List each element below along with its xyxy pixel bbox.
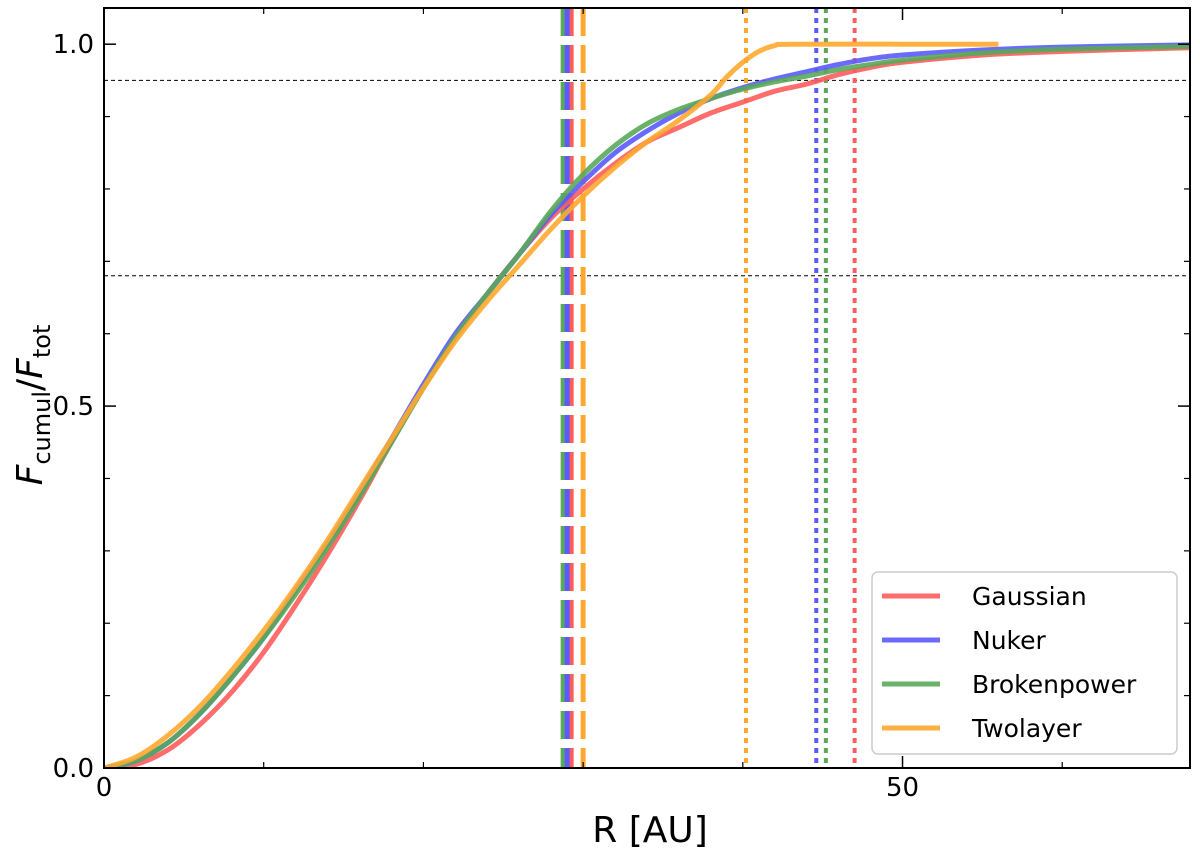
- legend-label-nuker: Nuker: [972, 626, 1047, 655]
- legend-label-brokenpower: Brokenpower: [972, 670, 1137, 699]
- legend-box: [871, 571, 1178, 755]
- x-axis-label: R [AU]: [592, 810, 708, 851]
- y-axis-label: Fcumul/Ftot: [10, 325, 56, 486]
- legend-label-twolayer: Twolayer: [971, 714, 1082, 743]
- series-line-brokenpower: [104, 43, 1190, 768]
- plot-area: [104, 8, 1190, 768]
- axes-frame: [103, 7, 1191, 769]
- y-tick-label-1: 0.5: [53, 392, 94, 422]
- x-tick-label-1: 50: [886, 773, 919, 803]
- series-line-gaussian: [104, 45, 1190, 768]
- legend: Gaussian Nuker Brokenpower Twolayer: [871, 571, 1178, 755]
- y-tick-label-2: 1.0: [53, 30, 94, 60]
- plot-content: [104, 8, 1190, 768]
- x-tick-label-0: 0: [96, 773, 113, 803]
- y-tick-label-0: 0.0: [53, 754, 94, 784]
- series-line-twolayer: [104, 41, 999, 768]
- legend-label-gaussian: Gaussian: [972, 582, 1087, 611]
- axes: 0 50 0.0 0.5 1.0: [53, 7, 1191, 803]
